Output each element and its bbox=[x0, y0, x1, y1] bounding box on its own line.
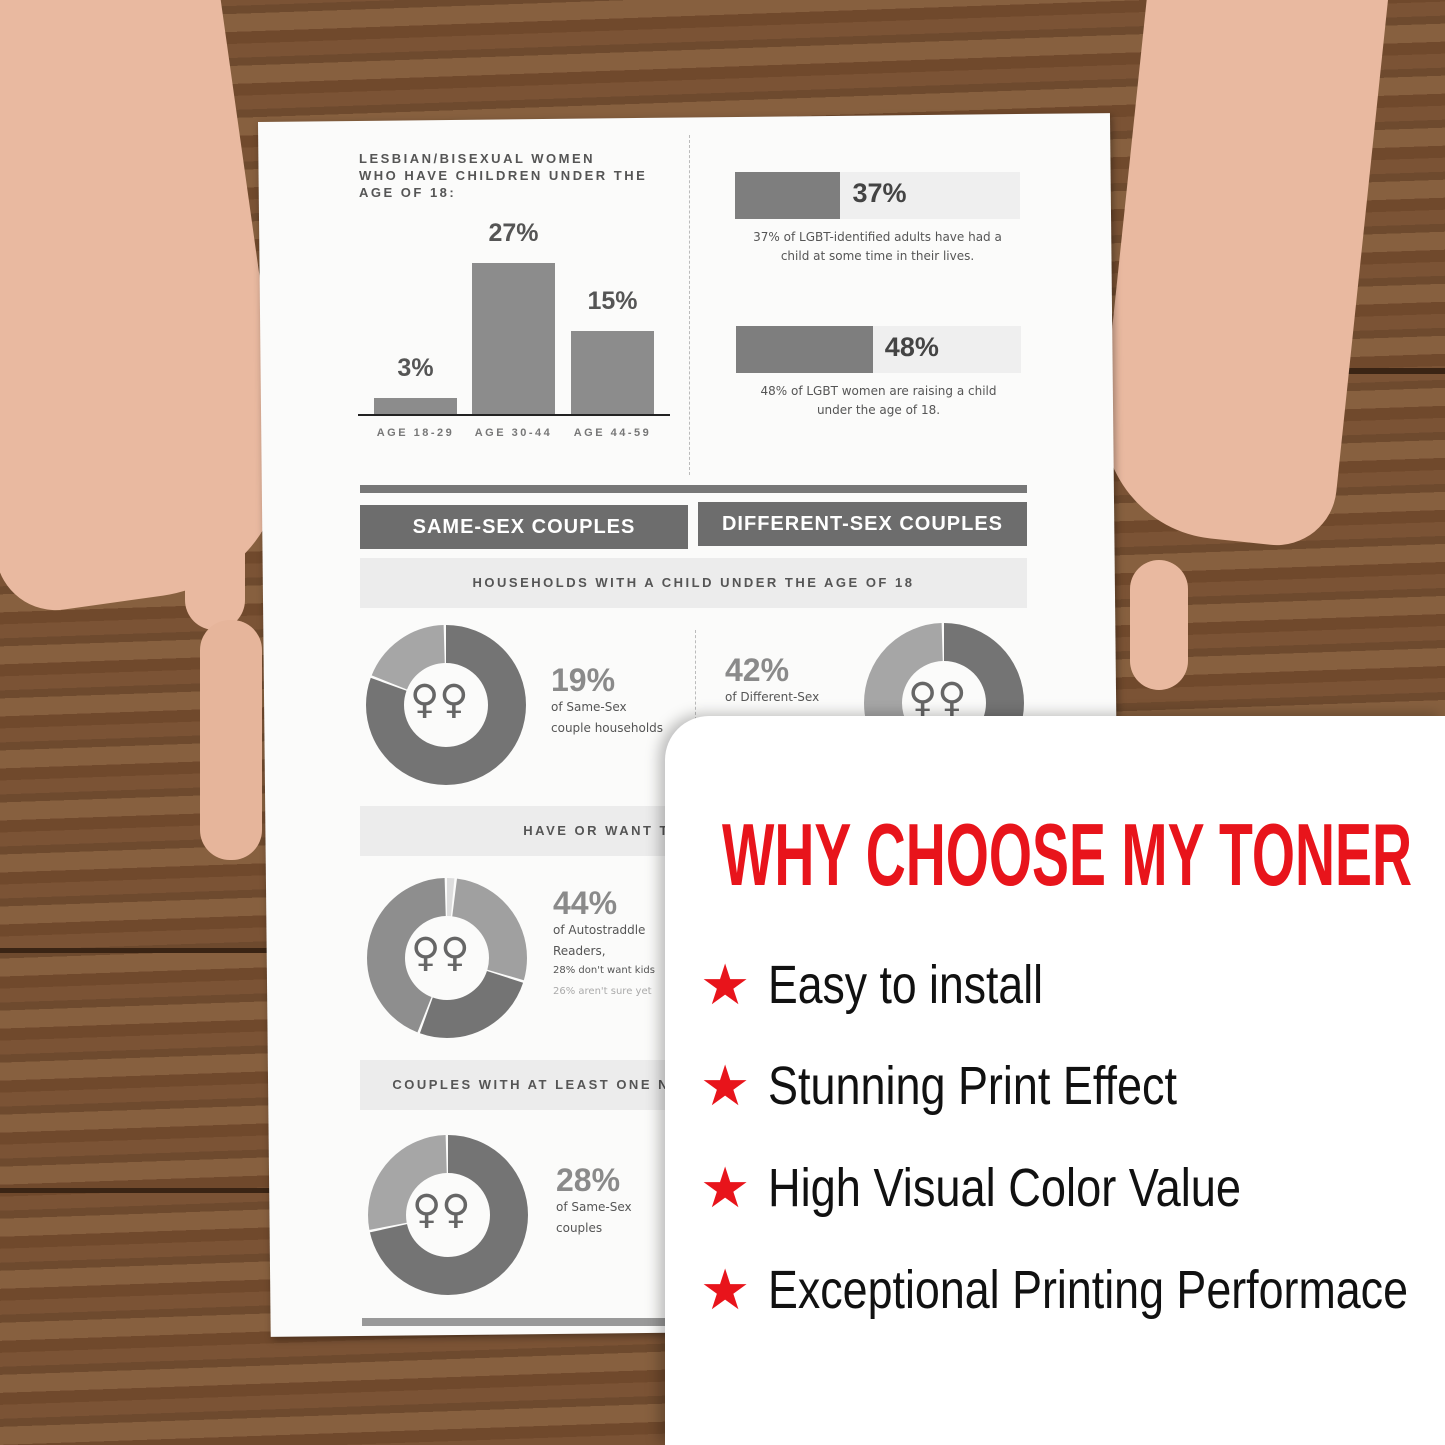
bar-category-label: AGE 44-59 bbox=[573, 427, 652, 439]
divider bbox=[689, 135, 690, 475]
feature-item: ★ High Visual Color Value bbox=[700, 1158, 1246, 1218]
star-icon: ★ bbox=[700, 1258, 751, 1321]
bar-category-label: AGE 30-44 bbox=[474, 427, 553, 439]
band-label: HAVE OR WANT T bbox=[523, 823, 670, 838]
donut-percent: 19% bbox=[551, 662, 616, 698]
right-hand bbox=[1091, 0, 1389, 552]
chart-title-line: AGE OF 18: bbox=[359, 185, 457, 200]
different-sex-header-label: DIFFERENT-SEX COUPLES bbox=[721, 512, 1004, 535]
stat-bar-fill bbox=[735, 172, 841, 219]
donut-caption: couple households bbox=[551, 721, 664, 735]
donut-chart bbox=[366, 625, 526, 785]
stat-bar-fill bbox=[736, 326, 873, 373]
donut-percent: 28% bbox=[556, 1162, 621, 1198]
bar bbox=[472, 262, 555, 415]
donut-caption: 26% aren't sure yet bbox=[553, 986, 652, 997]
donut-segment bbox=[367, 878, 527, 1038]
feature-text-label: Easy to install bbox=[768, 955, 1043, 1015]
female-symbols-icon: ♀♀ bbox=[908, 675, 967, 721]
stat-bar-label: 48% bbox=[884, 332, 939, 362]
donut-chart bbox=[368, 1135, 528, 1295]
donut-caption: of Same-Sex bbox=[556, 1200, 632, 1214]
feature-item: ★ Easy to install bbox=[700, 955, 1048, 1015]
feature-text: Stunning Print Effect bbox=[768, 1056, 1177, 1116]
donut-caption: 28% don't want kids bbox=[553, 965, 655, 976]
divider bbox=[695, 630, 696, 720]
donut-caption: of Same-Sex bbox=[551, 700, 627, 714]
chart-baseline bbox=[358, 414, 670, 416]
feature-text: High Visual Color Value bbox=[768, 1158, 1241, 1218]
donut-segment bbox=[864, 623, 1024, 783]
header-rule bbox=[360, 485, 1027, 493]
left-fingers bbox=[200, 620, 262, 860]
donut-percent: 42% bbox=[725, 652, 790, 688]
female-symbols-icon: ♀♀ bbox=[411, 930, 470, 976]
female-symbols-icon: ♀♀ bbox=[412, 1187, 471, 1233]
donut-percent: 44% bbox=[553, 885, 618, 921]
left-thumb bbox=[185, 480, 245, 630]
female-symbols-icon: ♀♀ bbox=[410, 677, 469, 723]
footer-rule bbox=[362, 1318, 672, 1326]
donut-segment bbox=[368, 1135, 528, 1295]
feature-text-label: High Visual Color Value bbox=[768, 1158, 1241, 1218]
right-thumb bbox=[1130, 560, 1188, 690]
same-sex-header: SAME-SEX COUPLES bbox=[360, 505, 688, 549]
bar-category-label: AGE 18-29 bbox=[376, 427, 455, 439]
have-or-want-band: HAVE OR WANT T bbox=[360, 806, 670, 856]
bar bbox=[571, 330, 654, 415]
bar-value-label: 15% bbox=[587, 286, 638, 315]
star-icon: ★ bbox=[700, 953, 751, 1016]
bar bbox=[374, 398, 457, 415]
star-icon: ★ bbox=[700, 1156, 751, 1219]
stat-caption: 48% of LGBT women are raising a child bbox=[760, 384, 997, 398]
households-band: HOUSEHOLDS WITH A CHILD UNDER THE AGE OF… bbox=[360, 558, 1027, 608]
card-title: WHY CHOOSE MY TONER bbox=[722, 805, 1412, 897]
couples-band: COUPLES WITH AT LEAST ONE N bbox=[360, 1060, 670, 1110]
card-title-text: WHY CHOOSE MY TONER bbox=[722, 805, 1412, 897]
feature-text: Exceptional Printing Performace bbox=[768, 1260, 1408, 1320]
band-label: COUPLES WITH AT LEAST ONE N bbox=[392, 1077, 670, 1092]
stat-caption: under the age of 18. bbox=[816, 403, 941, 417]
star-icon: ★ bbox=[700, 1054, 751, 1117]
different-sex-header: DIFFERENT-SEX COUPLES bbox=[698, 502, 1027, 546]
donut-segment bbox=[368, 1135, 528, 1295]
stat-caption: 37% of LGBT-identified adults have had a bbox=[753, 230, 1002, 244]
donut-segment bbox=[367, 878, 527, 1038]
donut-segment bbox=[367, 878, 527, 1038]
feature-text-label: Exceptional Printing Performace bbox=[768, 1260, 1408, 1320]
feature-item: ★ Stunning Print Effect bbox=[700, 1056, 1182, 1116]
feature-item: ★ Exceptional Printing Performace bbox=[700, 1260, 1412, 1320]
stat-bar-label: 37% bbox=[852, 178, 907, 208]
bar-value-label: 27% bbox=[488, 218, 539, 247]
bar-value-label: 3% bbox=[397, 354, 434, 383]
feature-card bbox=[665, 716, 1445, 1445]
stat-caption: child at some time in their lives. bbox=[780, 249, 975, 263]
feature-text: Easy to install bbox=[768, 955, 1043, 1015]
chart-title-line: WHO HAVE CHILDREN UNDER THE bbox=[359, 168, 648, 183]
donut-caption: Readers, bbox=[553, 944, 606, 958]
donut-caption: of Different-Sex bbox=[725, 690, 820, 704]
chart-title-line: LESBIAN/BISEXUAL WOMEN bbox=[359, 151, 596, 166]
donut-caption: couples bbox=[556, 1221, 603, 1235]
left-hand bbox=[0, 0, 302, 618]
chart-title: LESBIAN/BISEXUAL WOMEN WHO HAVE CHILDREN… bbox=[359, 150, 647, 201]
donut-segment bbox=[367, 878, 527, 1038]
feature-text-label: Stunning Print Effect bbox=[768, 1056, 1177, 1116]
donut-caption: of Autostraddle bbox=[553, 923, 646, 937]
same-sex-header-label: SAME-SEX COUPLES bbox=[412, 515, 636, 538]
donut-chart bbox=[367, 878, 527, 1038]
donut-segment bbox=[366, 625, 526, 785]
